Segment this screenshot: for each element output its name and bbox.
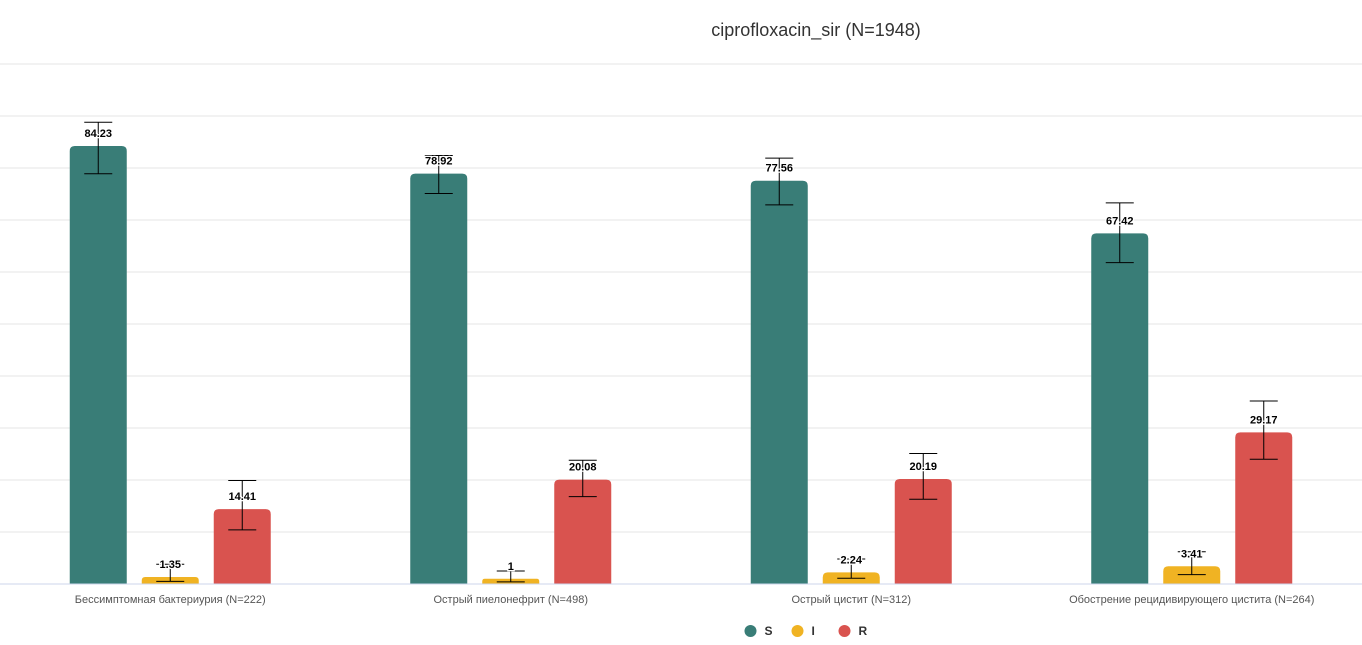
category-label: Обострение рецидивирующего цистита (N=26… <box>1069 594 1314 606</box>
error-bar <box>84 121 113 175</box>
data-label: 67.42 <box>1106 215 1134 227</box>
data-labels: 84.23 1.35 14.41 78.92 1 20.08 77.56 2.24 20.19 6… <box>83 127 1279 574</box>
bar-r[interactable] <box>554 479 612 584</box>
chart-title: ciprofloxacin_sir (N=1948) <box>711 20 921 41</box>
legend-label: R <box>859 624 868 638</box>
bar-s[interactable] <box>69 146 127 584</box>
bar-s[interactable] <box>750 180 808 585</box>
data-label: 77.56 <box>765 163 793 175</box>
data-label: 14.41 <box>228 491 256 503</box>
error-bar <box>228 480 257 531</box>
data-label: 78.92 <box>425 156 453 168</box>
data-label: 29.17 <box>1250 414 1278 426</box>
bar-s[interactable] <box>1091 233 1149 584</box>
category-label: Острый цистит (N=312) <box>791 594 911 606</box>
data-label: 2.24 <box>841 554 863 566</box>
data-label: 3.41 <box>1181 548 1202 560</box>
bar-s[interactable] <box>410 173 468 584</box>
error-bar <box>909 452 938 500</box>
error-bar <box>1249 400 1278 460</box>
error-bar <box>424 155 453 194</box>
error-bars <box>84 121 1278 583</box>
legend-item-s[interactable]: S <box>744 624 773 638</box>
data-label: 1.35 <box>160 559 181 571</box>
bar-r[interactable] <box>213 509 271 584</box>
data-label: 20.19 <box>909 461 937 473</box>
legend-marker <box>744 625 757 637</box>
legend-item-i[interactable]: I <box>791 624 815 638</box>
bar-r[interactable] <box>894 479 952 584</box>
error-bar <box>1105 202 1134 264</box>
data-label: 1 <box>508 561 514 573</box>
error-bar <box>1177 551 1206 576</box>
error-bar <box>765 157 794 206</box>
legend-marker <box>791 625 804 637</box>
category-label: Острый пиелонефрит (N=498) <box>434 594 588 606</box>
error-bar <box>568 459 597 498</box>
grid-lines <box>0 63 1362 533</box>
bars <box>69 146 1293 585</box>
legend-item-r[interactable]: R <box>838 624 868 638</box>
error-bar <box>837 558 866 579</box>
legend-label: S <box>765 624 773 638</box>
x-axis-categories: Бессимптомная бактериурия (N=222) Острый … <box>75 594 1315 606</box>
error-bar <box>156 563 185 582</box>
legend-label: I <box>812 624 815 638</box>
bar-r[interactable] <box>1235 432 1293 584</box>
data-label: 20.08 <box>569 462 597 474</box>
legend-marker <box>838 625 851 637</box>
error-bar <box>496 570 525 583</box>
category-label: Бессимптомная бактериурия (N=222) <box>75 594 266 606</box>
data-label: 84.23 <box>84 128 112 140</box>
